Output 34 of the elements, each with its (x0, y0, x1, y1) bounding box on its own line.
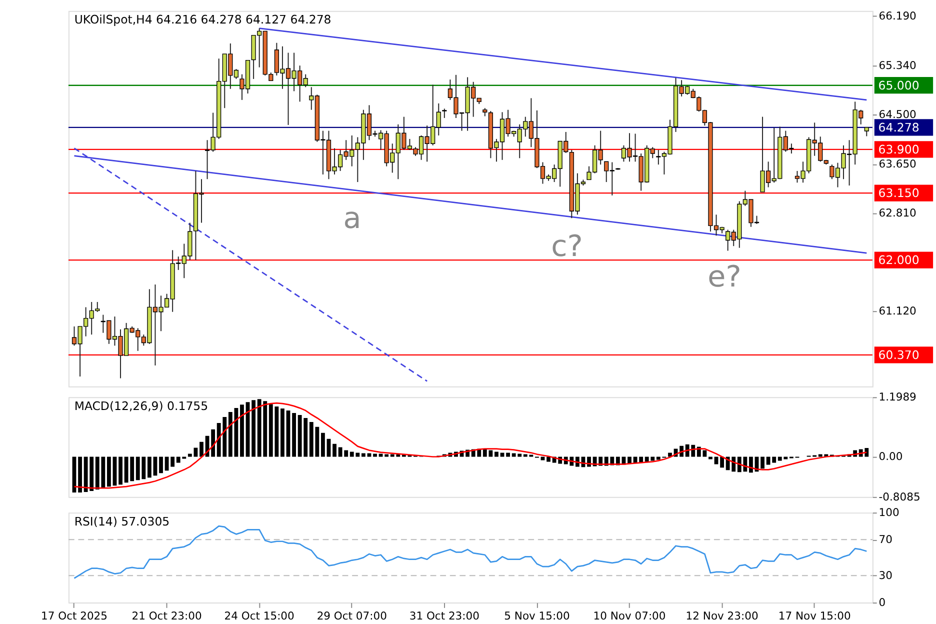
chart-title: UKOilSpot,H4 64.216 64.278 64.127 64.278 (74, 12, 332, 27)
x-tick-label: 31 Oct 23:00 (409, 610, 480, 623)
ref-line-label: 62.000 (878, 252, 920, 267)
y-tick-label: 61.120 (878, 304, 917, 318)
y-tick-label: 62.810 (878, 206, 917, 220)
x-tick-label: 12 Nov 23:00 (686, 610, 758, 623)
annotation: a (343, 201, 362, 236)
annotation: e? (708, 259, 742, 294)
x-tick-label: 10 Nov 07:00 (593, 610, 666, 623)
x-tick-label: 5 Nov 15:00 (504, 610, 570, 623)
y-tick-label: 30 (878, 568, 893, 582)
ref-line-label: 63.150 (878, 186, 920, 200)
x-tick-label: 21 Oct 23:00 (132, 610, 202, 623)
y-tick-label: 66.190 (878, 10, 917, 22)
y-tick-label: 1.1989 (878, 390, 917, 404)
annotation: c? (551, 229, 583, 264)
x-tick-label: 17 Oct 2025 (41, 610, 108, 623)
annotation: RSI(14) 57.0305 (74, 514, 170, 528)
y-tick-label: -0.8085 (878, 490, 920, 504)
annotation: MACD(12,26,9) 0.1755 (74, 398, 208, 413)
ref-line-label: 65.000 (878, 78, 920, 92)
y-tick-label: 64.500 (878, 108, 917, 121)
y-tick-label: 63.650 (878, 157, 917, 170)
x-tick-label: 29 Oct 07:00 (316, 610, 388, 623)
y-tick-label: 100 (878, 506, 900, 519)
y-tick-label: 70 (878, 532, 893, 546)
x-tick-label: 24 Oct 15:00 (224, 610, 295, 623)
y-tick-label: 0.00 (878, 450, 903, 464)
ref-line-label: 64.278 (878, 120, 920, 134)
y-tick-label: 0 (878, 596, 886, 609)
ref-line-label: 63.900 (878, 142, 920, 156)
y-tick-label: 65.340 (878, 58, 917, 72)
ref-line-label: 60.370 (878, 348, 920, 362)
x-tick-label: 17 Nov 15:00 (778, 610, 851, 623)
